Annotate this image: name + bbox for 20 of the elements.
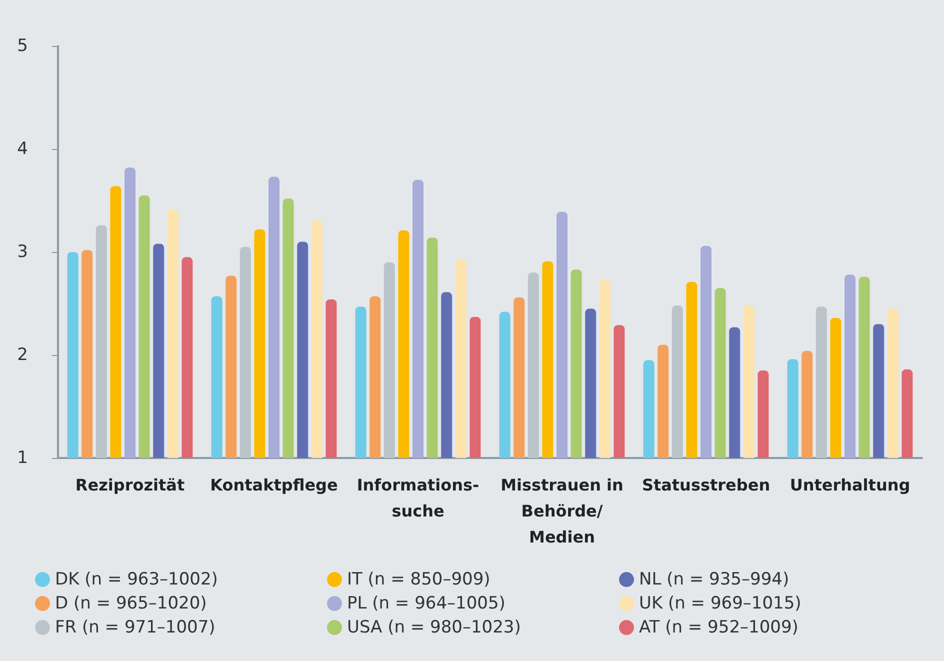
x-tick-label: Statusstreben bbox=[642, 476, 770, 494]
legend-label: DK (n = 963–1002) bbox=[55, 570, 218, 590]
legend-label: NL (n = 935–994) bbox=[639, 570, 790, 590]
x-tick-label: Unterhaltung bbox=[790, 476, 910, 494]
legend-label: PL (n = 964–1005) bbox=[347, 594, 506, 614]
y-tick-label: 3 bbox=[17, 242, 28, 262]
x-tick-label: Reziprozität bbox=[75, 476, 185, 494]
y-tick-label: 1 bbox=[17, 448, 28, 468]
x-tick-label: Misstrauen in Behörde/ Medien bbox=[500, 476, 624, 546]
legend-label: USA (n = 980–1023) bbox=[347, 618, 521, 638]
y-tick-label: 4 bbox=[17, 139, 28, 159]
x-tick-label: Kontaktpflege bbox=[210, 476, 338, 494]
legend-label: AT (n = 952–1009) bbox=[639, 618, 798, 638]
x-tick-label: Informations- suche bbox=[356, 476, 480, 520]
legend-label: D (n = 965–1020) bbox=[55, 594, 207, 614]
legend-label: UK (n = 969–1015) bbox=[639, 594, 802, 614]
legend-label: FR (n = 971–1007) bbox=[55, 618, 216, 638]
y-tick-label: 2 bbox=[17, 345, 28, 365]
y-tick-label: 5 bbox=[17, 36, 28, 56]
legend-label: IT (n = 850–909) bbox=[347, 570, 490, 590]
